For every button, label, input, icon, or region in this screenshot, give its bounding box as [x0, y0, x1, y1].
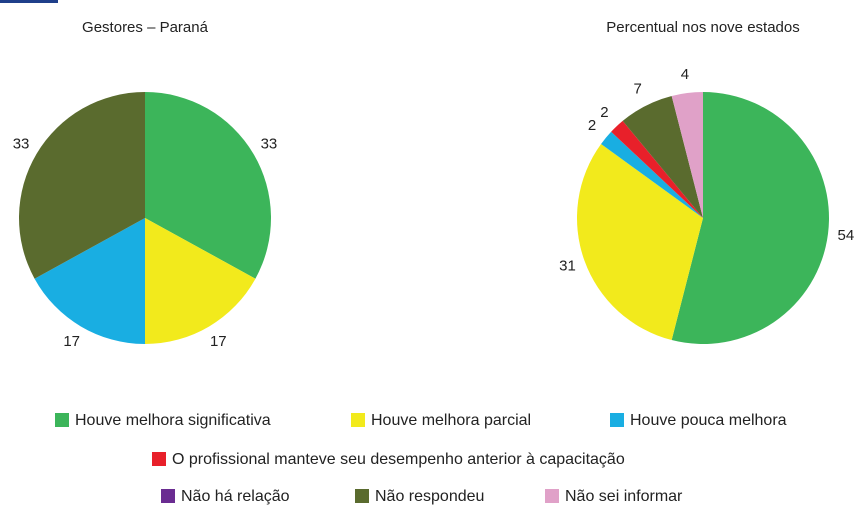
legend-swatch: [152, 452, 166, 466]
legend-swatch: [545, 489, 559, 503]
data-label: 33: [261, 136, 278, 153]
pie-slice: [601, 131, 703, 218]
chart-title: Gestores – Paraná: [82, 19, 209, 36]
data-label: 31: [559, 258, 576, 275]
legend-label: Não há relação: [181, 488, 290, 505]
pie-slice: [671, 92, 830, 344]
legend-label: Houve melhora significativa: [75, 412, 271, 429]
pie-slice: [19, 92, 145, 279]
pie-slice: [145, 92, 271, 279]
legend-swatch: [355, 489, 369, 503]
legend-label: Não respondeu: [375, 488, 484, 505]
legend-swatch: [161, 489, 175, 503]
data-label: 7: [633, 81, 641, 98]
pie-slice: [34, 218, 145, 344]
pie-slice: [671, 92, 703, 218]
legend-label: O profissional manteve seu desempenho an…: [172, 451, 625, 468]
legend-swatch: [610, 413, 624, 427]
legend-swatch: [55, 413, 69, 427]
chart-title: Percentual nos nove estados: [606, 19, 799, 36]
pie-slice: [611, 120, 703, 218]
data-label: 2: [600, 104, 608, 121]
data-label: 2: [588, 117, 596, 134]
legend-label: Houve melhora parcial: [371, 412, 531, 429]
pie-slice: [145, 218, 256, 344]
legend-label: Não sei informar: [565, 488, 683, 505]
pie-slice: [622, 95, 703, 218]
data-label: 17: [210, 333, 227, 350]
data-label: 54: [838, 227, 855, 244]
legend-label: Houve pouca melhora: [630, 412, 787, 429]
pie-slice: [577, 143, 703, 341]
legend-swatch: [351, 413, 365, 427]
data-label: 17: [63, 333, 80, 350]
data-label: 33: [13, 136, 30, 153]
header-bar: [0, 0, 58, 3]
data-label: 4: [681, 66, 689, 83]
